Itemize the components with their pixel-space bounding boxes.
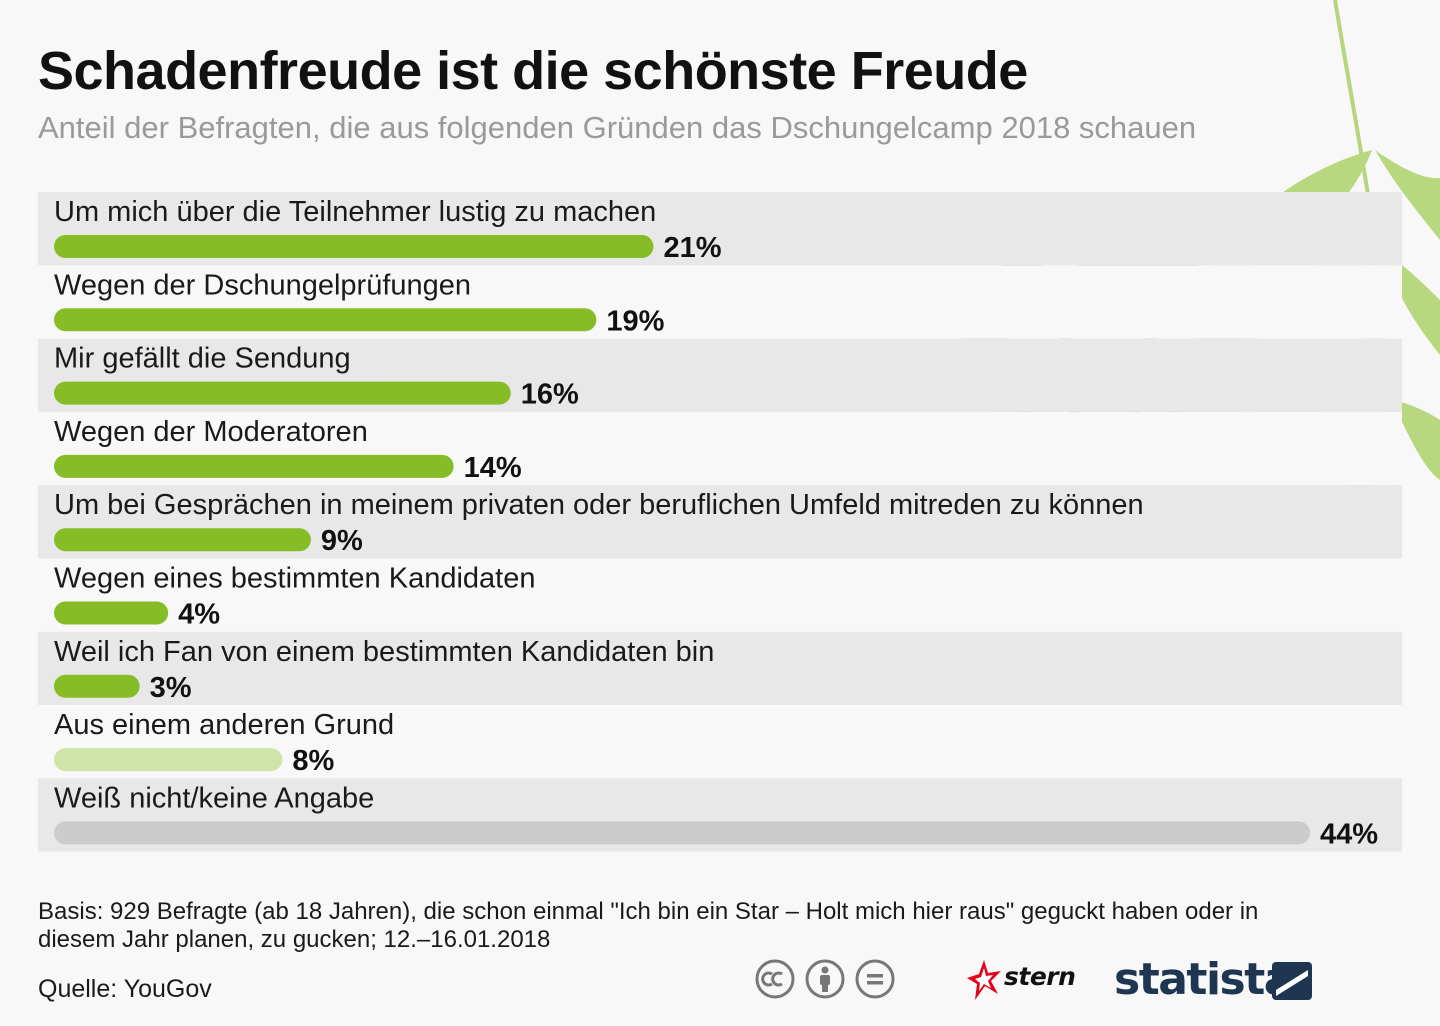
footnote: Basis: 929 Befragte (ab 18 Jahren), die … (38, 898, 1259, 953)
value-label: 21% (663, 232, 721, 264)
bar (54, 235, 654, 258)
category-label: Wegen eines bestimmten Kandidaten (54, 563, 536, 595)
chart-row-bg (38, 631, 1402, 706)
category-label: Wegen der Dschungelprüfungen (54, 269, 471, 301)
bar (54, 308, 597, 332)
category-label: Weil ich Fan von einem bestimmten Kandid… (54, 636, 714, 668)
bar (54, 454, 454, 478)
bar (54, 821, 1310, 845)
stern-star-icon (967, 960, 1001, 1000)
source-note: Quelle: YouGov (38, 975, 212, 1003)
page-subtitle: Anteil der Befragten, die aus folgenden … (38, 110, 1197, 145)
bar (54, 381, 511, 405)
statista-mark-icon (1272, 962, 1312, 1000)
category-label: Um mich über die Teilnehmer lustig zu ma… (54, 196, 656, 228)
bar (54, 601, 169, 625)
value-label: 3% (150, 672, 192, 704)
by-attribution-icon[interactable] (804, 958, 846, 1000)
statista-wordmark: statista (1114, 954, 1293, 1005)
category-label: Aus einem anderen Grund (54, 709, 394, 741)
bar (54, 528, 311, 552)
value-label: 16% (521, 379, 579, 411)
value-label: 14% (464, 452, 522, 484)
statista-logo[interactable]: statista (1114, 954, 1314, 1006)
bar (54, 748, 283, 772)
stern-logo[interactable]: stern (966, 958, 1086, 1002)
value-label: 44% (1320, 818, 1378, 850)
category-label: Um bei Gesprächen in meinem privaten ode… (54, 489, 1144, 521)
bar (54, 674, 140, 698)
category-label: Weiß nicht/keine Angabe (54, 782, 374, 814)
nd-equal-icon[interactable] (854, 958, 896, 1000)
value-label: 9% (321, 525, 363, 557)
cc-icon[interactable] (754, 958, 796, 1000)
value-label: 19% (606, 305, 664, 337)
page-title: Schadenfreude ist die schönste Freude (38, 41, 1028, 101)
value-label: 8% (292, 745, 334, 777)
category-label: Wegen der Moderatoren (54, 416, 368, 448)
value-label: 4% (178, 599, 220, 631)
stern-wordmark: stern (1004, 962, 1076, 991)
category-label: Mir gefällt die Sendung (54, 343, 351, 375)
chart-row-bg (38, 558, 1402, 632)
